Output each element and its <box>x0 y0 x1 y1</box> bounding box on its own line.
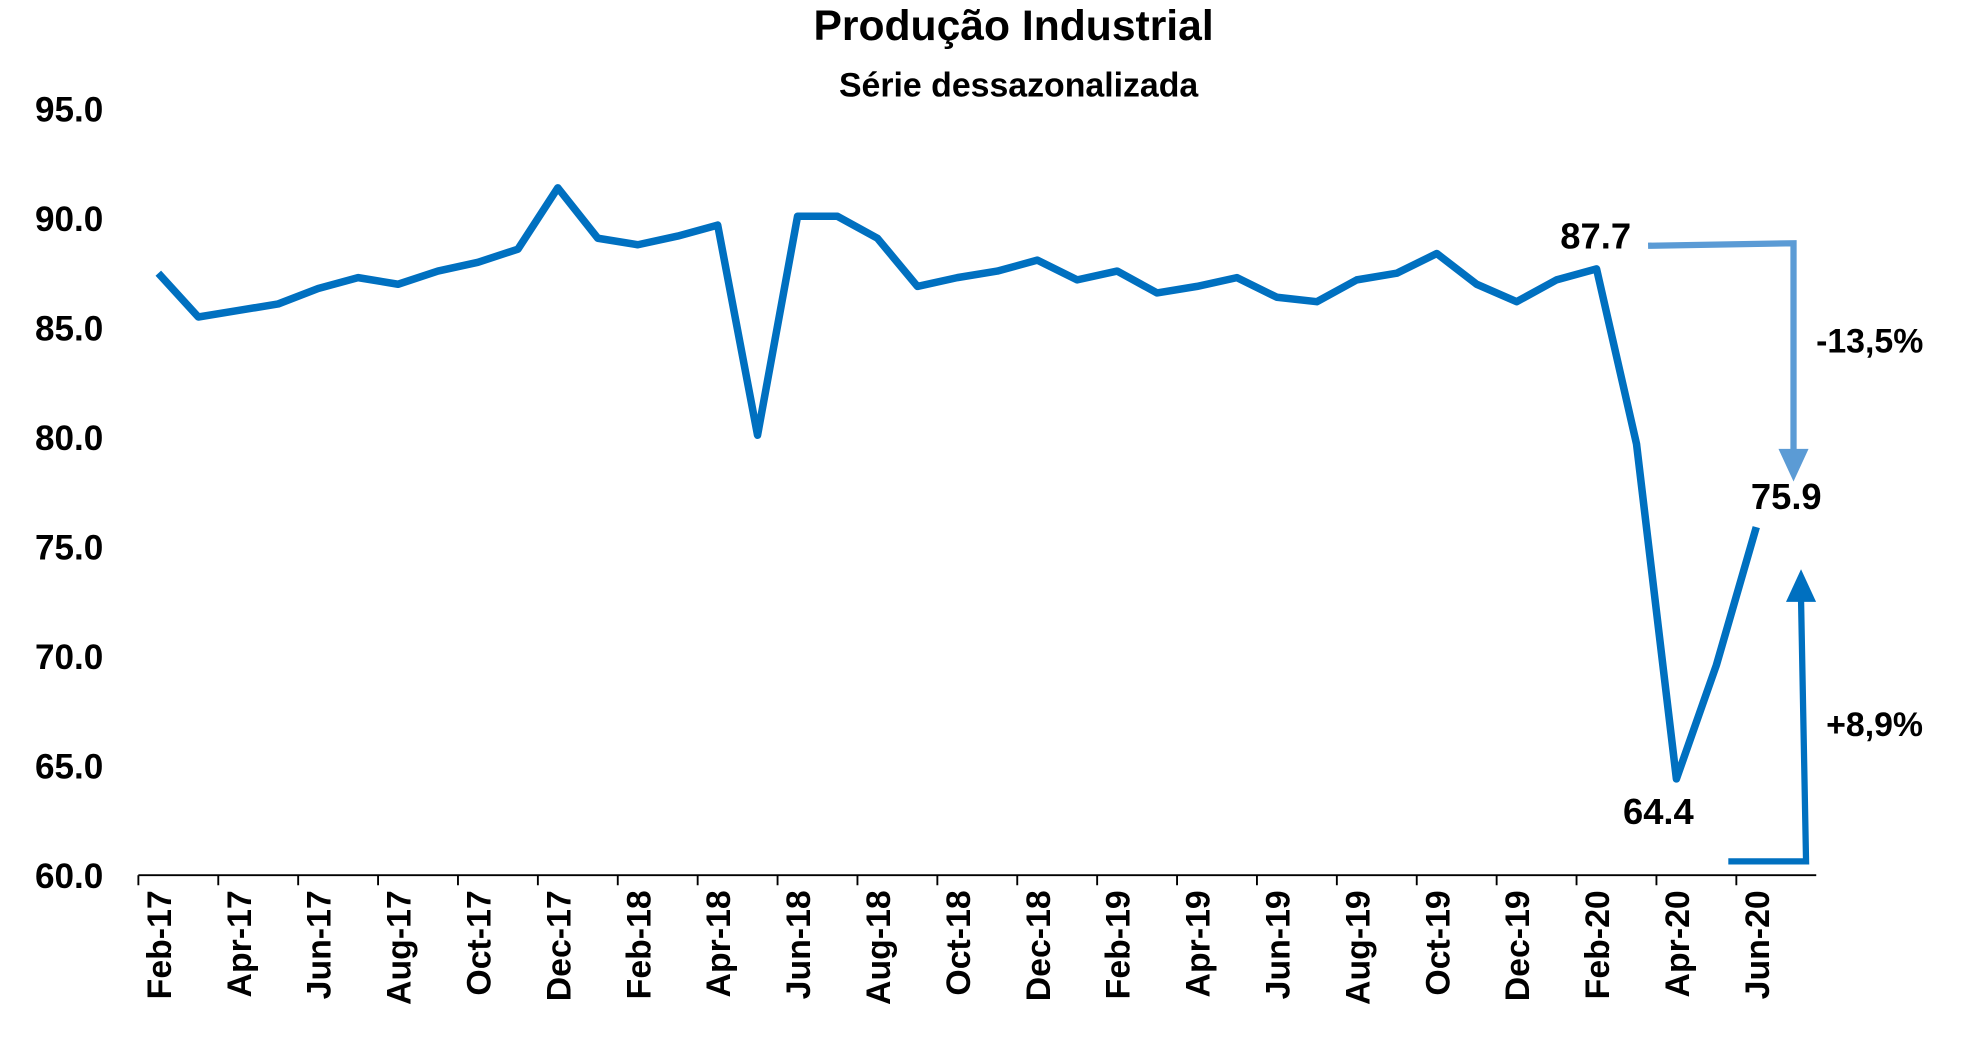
x-tick-label: Dec-18 <box>1020 890 1058 1001</box>
y-tick-label: 80.0 <box>35 419 103 458</box>
x-tick-label: Apr-17 <box>221 890 259 997</box>
x-tick-label: Jun-17 <box>301 890 339 999</box>
x-tick-label: Jun-19 <box>1259 890 1297 999</box>
line-series <box>155 184 1760 783</box>
annotation: -13,5% <box>1816 322 1923 360</box>
x-tick-label: Oct-19 <box>1419 890 1457 995</box>
x-tick-label: Feb-17 <box>141 890 179 999</box>
x-tick-label: Feb-19 <box>1100 890 1138 999</box>
y-tick-label: 95.0 <box>35 91 103 130</box>
x-tick-label: Oct-17 <box>460 890 498 995</box>
x-tick-label: Dec-19 <box>1499 890 1537 1001</box>
x-tick-label: Apr-18 <box>700 890 738 997</box>
x-tick-label: Oct-18 <box>940 890 978 995</box>
x-tick-label: Feb-20 <box>1579 890 1617 999</box>
arrows <box>1648 240 1817 865</box>
x-tick-label: Feb-18 <box>620 890 658 999</box>
y-tick-label: 90.0 <box>35 200 103 239</box>
x-tick-label: Jun-20 <box>1739 890 1777 999</box>
chart-subtitle: Série dessazonalizada <box>839 67 1199 105</box>
y-tick-label: 85.0 <box>35 310 103 349</box>
y-tick-label: 65.0 <box>35 747 103 786</box>
x-tick-label: Aug-18 <box>860 890 898 1005</box>
annotation: +8,9% <box>1826 706 1923 744</box>
annotation: 64.4 <box>1623 791 1695 832</box>
x-tick-label: Apr-19 <box>1180 890 1218 997</box>
y-tick-label: 60.0 <box>35 857 103 896</box>
chart-title: Produção Industrial <box>813 2 1213 50</box>
x-tick-label: Dec-17 <box>540 890 578 1001</box>
x-tick-label: Aug-17 <box>381 890 419 1005</box>
annotation: 75.9 <box>1751 476 1822 517</box>
x-tick-label: Aug-19 <box>1339 890 1377 1005</box>
annotation: 87.7 <box>1560 215 1631 256</box>
y-tick-label: 75.0 <box>35 528 103 567</box>
y-tick-label: 70.0 <box>35 638 103 677</box>
x-tick-label: Jun-18 <box>780 890 818 999</box>
x-tick-label: Apr-20 <box>1659 890 1697 997</box>
